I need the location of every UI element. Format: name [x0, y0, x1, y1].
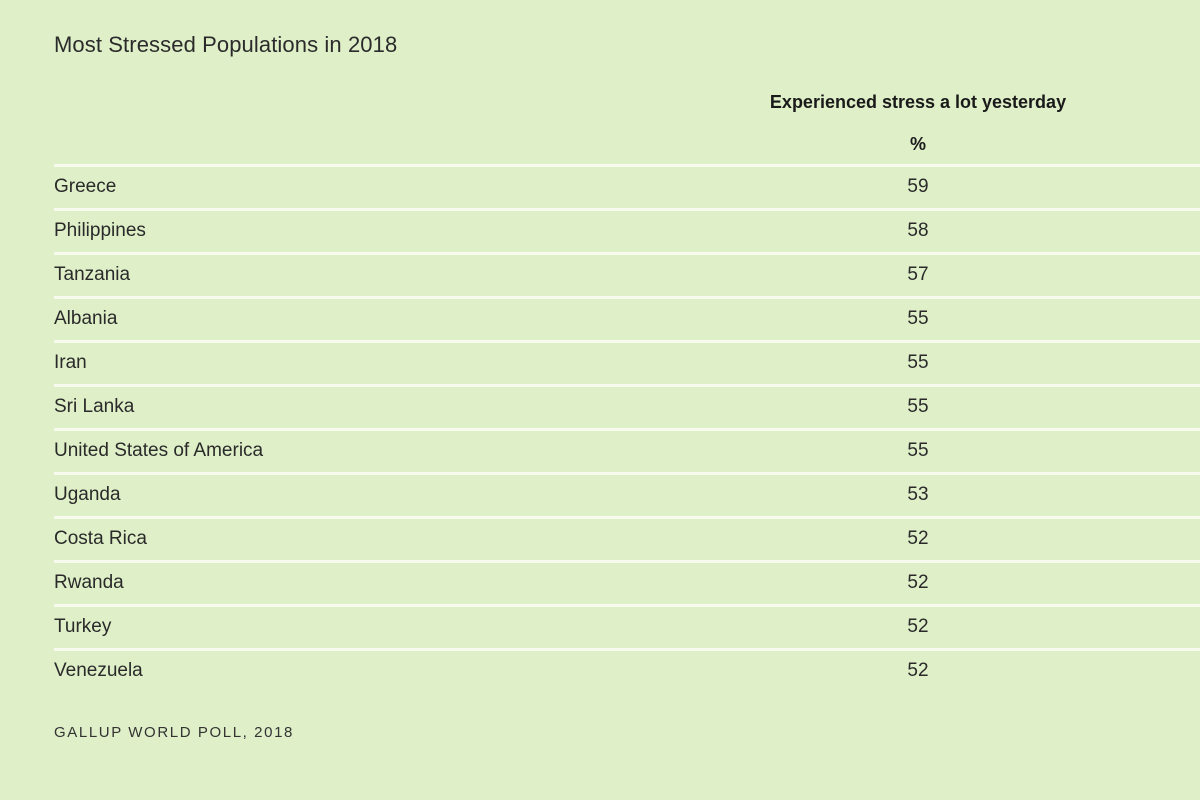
stress-percent-value: 57	[907, 264, 929, 285]
stress-percent-value: 55	[907, 396, 929, 417]
stress-percent-value: 52	[907, 572, 929, 593]
table-row: United States of America 55	[54, 428, 1200, 472]
stress-percent-value: 52	[907, 660, 929, 681]
country-name: Uganda	[54, 484, 121, 505]
country-name: United States of America	[54, 440, 264, 461]
table-row: Greece 59	[54, 164, 1200, 208]
country-name: Tanzania	[54, 264, 131, 285]
table-row: Uganda 53	[54, 472, 1200, 516]
table-row: Costa Rica 52	[54, 516, 1200, 560]
country-name: Philippines	[54, 220, 146, 241]
table-row: Venezuela 52	[54, 648, 1200, 692]
table-row: Turkey 52	[54, 604, 1200, 648]
data-table: Greece 59 Philippines 58 Tanzania 57 Albania 55…	[54, 164, 1200, 692]
source-note: GALLUP WORLD POLL, 2018	[54, 724, 294, 741]
country-name: Turkey	[54, 616, 112, 637]
stress-percent-value: 55	[907, 352, 929, 373]
chart-title: Most Stressed Populations in 2018	[54, 32, 398, 57]
stress-percent-value: 53	[907, 484, 929, 505]
country-name: Venezuela	[54, 660, 143, 681]
table-row: Rwanda 52	[54, 560, 1200, 604]
country-name: Greece	[54, 176, 117, 197]
country-name: Sri Lanka	[54, 396, 135, 417]
stress-percent-value: 59	[907, 176, 929, 197]
table-row: Tanzania 57	[54, 252, 1200, 296]
column-unit: %	[909, 134, 926, 154]
table-row: Sri Lanka 55	[54, 384, 1200, 428]
table-row: Iran 55	[54, 340, 1200, 384]
stress-percent-value: 55	[907, 308, 929, 329]
table-row: Philippines 58	[54, 208, 1200, 252]
country-name: Albania	[54, 308, 118, 329]
stress-percent-value: 52	[907, 528, 929, 549]
country-name: Iran	[54, 352, 87, 373]
table-row: Albania 55	[54, 296, 1200, 340]
stress-percent-value: 55	[907, 440, 929, 461]
stress-percent-value: 52	[907, 616, 929, 637]
country-name: Costa Rica	[54, 528, 147, 549]
country-name: Rwanda	[54, 572, 124, 593]
stress-percent-value: 58	[907, 220, 929, 241]
column-header: Experienced stress a lot yesterday	[769, 92, 1067, 112]
